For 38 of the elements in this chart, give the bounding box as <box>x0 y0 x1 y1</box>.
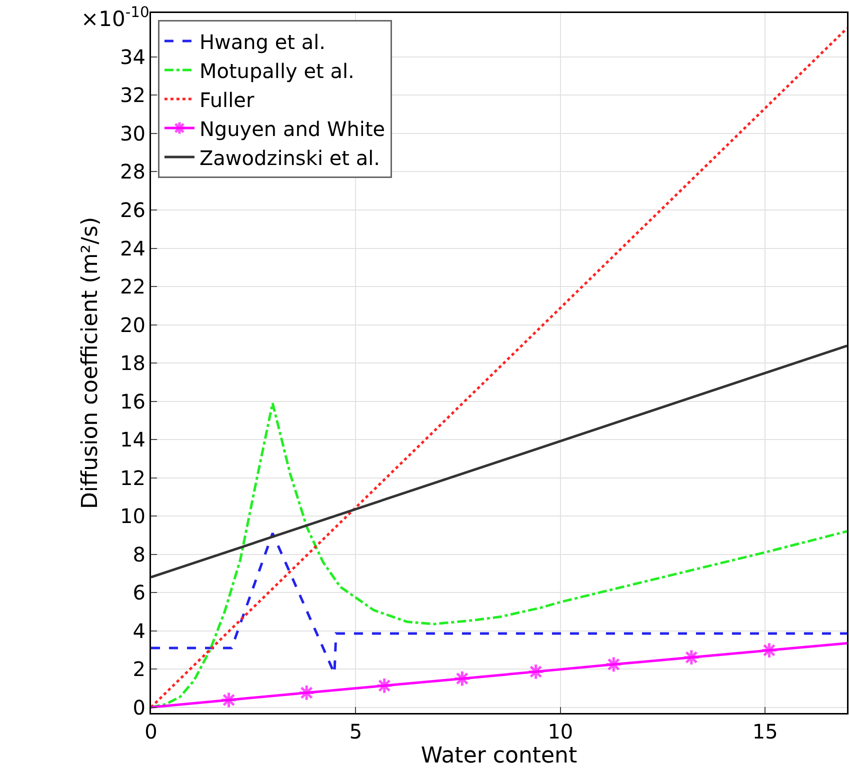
y-tick-label: 22 <box>120 274 146 298</box>
point <box>527 663 544 680</box>
point <box>298 684 316 702</box>
y-tick-label: 16 <box>120 389 146 414</box>
point <box>605 656 622 673</box>
y-tick-label: 28 <box>120 160 146 184</box>
point <box>376 677 393 694</box>
y-tick-label: 30 <box>120 121 146 146</box>
y-tick-label: 2 <box>132 657 146 682</box>
y-tick-label: 0 <box>132 695 146 720</box>
point <box>454 670 471 688</box>
y-tick-label: 24 <box>120 236 146 260</box>
y-tick-label: 6 <box>132 580 146 605</box>
text: ×10$^{-10}$ <box>81 4 150 31</box>
point <box>220 692 238 708</box>
y-tick-label: 12 <box>120 466 146 490</box>
y-tick-label: 20 <box>120 312 146 337</box>
x-tick-label: 15 <box>752 720 778 744</box>
y-tick-label: 14 <box>120 428 146 452</box>
x-tick-label: 10 <box>548 720 574 744</box>
point <box>760 642 778 659</box>
legend-label: Hwang et al. <box>199 30 326 54</box>
y-tick-label: 26 <box>120 198 146 222</box>
x-axis-title: Water content <box>420 744 578 768</box>
y-tick-label: 8 <box>132 542 146 566</box>
y-tick-label: 32 <box>120 83 146 108</box>
y-tick-label: 18 <box>120 351 146 375</box>
y-tick-label: 10 <box>120 504 146 528</box>
point <box>682 648 700 666</box>
legend-label: Motupally et al. <box>199 58 354 83</box>
line-series <box>151 642 847 709</box>
legend-label: Nguyen and White <box>199 116 386 141</box>
y-tick-label: 34 <box>120 44 146 69</box>
legend-label: Zawodzinski et al. <box>199 146 380 170</box>
x-tick-label: 5 <box>349 720 362 744</box>
legend-label: Fuller <box>199 88 255 112</box>
y-tick-label: 4 <box>132 618 146 643</box>
y-axis-title: Diffusion coefficient (m²/s) <box>78 216 104 510</box>
